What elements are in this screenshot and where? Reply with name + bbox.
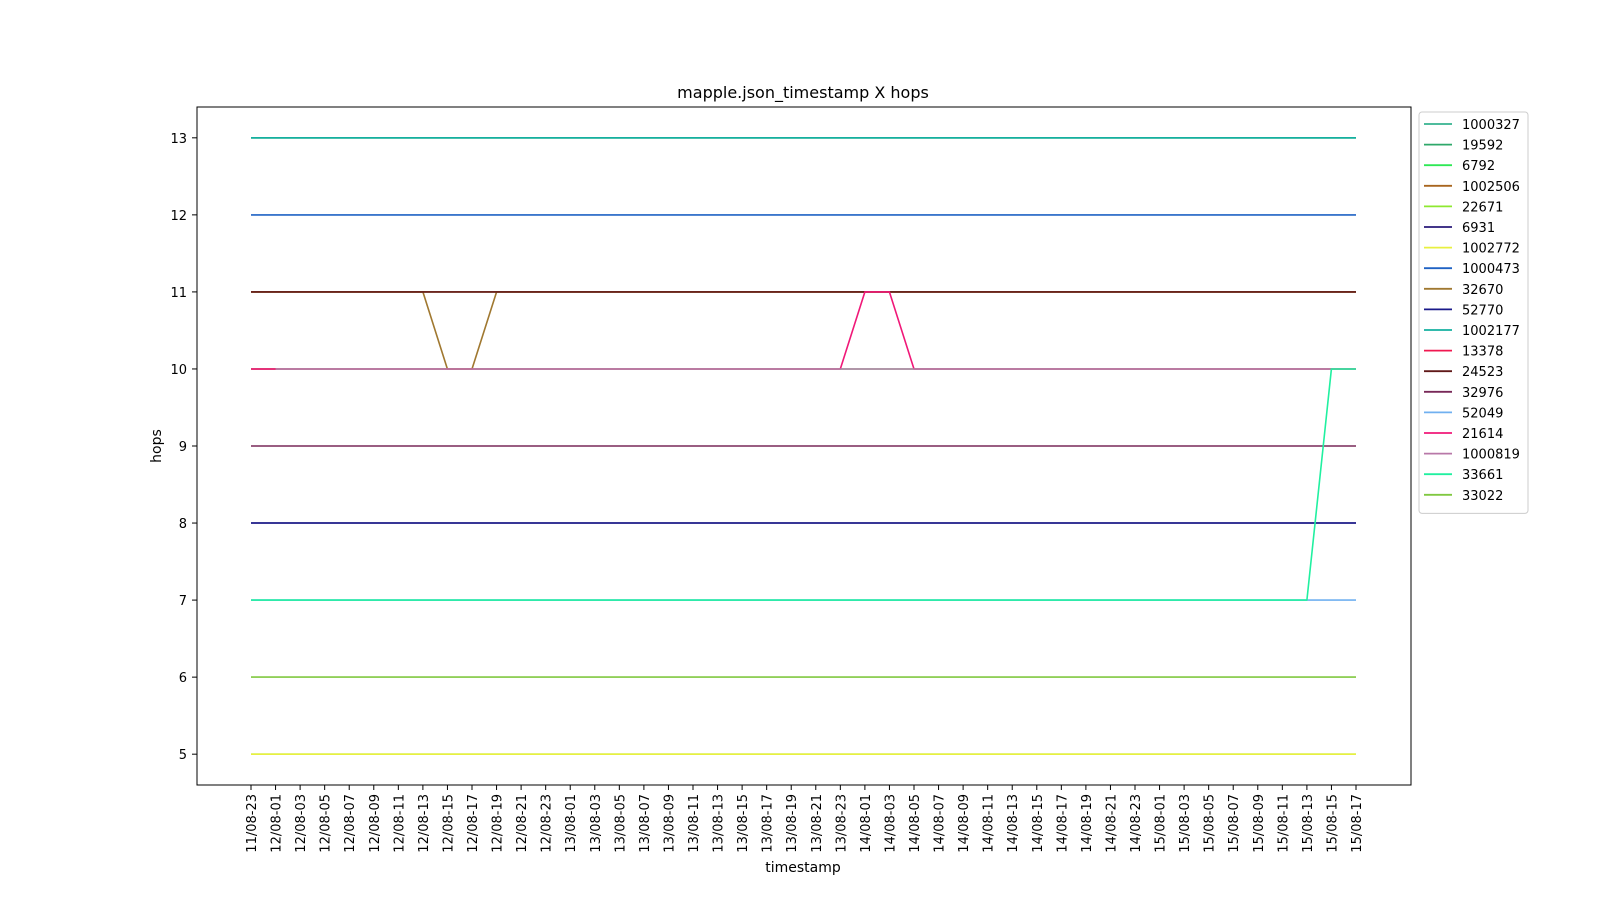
x-tick-label: 12/08-11 <box>392 794 407 853</box>
chart-title: mapple.json_timestamp X hops <box>677 83 929 103</box>
x-tick-label: 14/08-19 <box>1080 794 1095 853</box>
x-axis: 11/08-23 12/08-01 12/08-03 12/08-05 12/08-07… <box>245 785 1365 853</box>
x-tick-label: 15/08-13 <box>1301 794 1316 853</box>
x-tick-label: 14/08-01 <box>859 794 874 853</box>
x-tick-label: 13/08-01 <box>564 794 579 853</box>
y-tick-label: 9 <box>179 440 187 455</box>
legend-label: 1000327 <box>1462 118 1520 133</box>
x-tick-label: 14/08-09 <box>957 794 972 853</box>
x-tick-label: 14/08-03 <box>883 794 898 853</box>
series-line-32670 <box>251 291 1356 370</box>
legend-label: 1000819 <box>1462 448 1520 463</box>
y-tick-label: 11 <box>170 286 187 301</box>
x-tick-label: 15/08-11 <box>1276 794 1291 853</box>
legend-label: 1002772 <box>1462 242 1520 257</box>
x-tick-label: 12/08-23 <box>540 794 555 853</box>
legend-label: 1002506 <box>1462 180 1520 195</box>
x-tick-label: 12/08-05 <box>319 794 334 853</box>
x-tick-label: 13/08-05 <box>613 794 628 853</box>
x-tick-label: 13/08-21 <box>810 794 825 853</box>
legend-label: 32670 <box>1462 283 1503 298</box>
x-tick-label: 15/08-07 <box>1227 794 1242 853</box>
x-tick-label: 12/08-21 <box>515 794 530 853</box>
x-tick-label: 12/08-03 <box>294 794 309 853</box>
x-tick-label: 13/08-15 <box>736 794 751 853</box>
x-tick-label: 15/08-05 <box>1203 794 1218 853</box>
x-tick-label: 15/08-15 <box>1325 794 1340 853</box>
x-tick-label: 15/08-09 <box>1252 794 1267 853</box>
x-tick-label: 12/08-17 <box>466 794 481 853</box>
x-tick-label: 14/08-21 <box>1104 794 1119 853</box>
x-tick-label: 14/08-07 <box>933 794 948 853</box>
x-axis-label: timestamp <box>765 860 841 876</box>
x-tick-label: 15/08-03 <box>1178 794 1193 853</box>
x-tick-label: 13/08-09 <box>662 794 677 853</box>
y-tick-label: 5 <box>179 748 187 763</box>
x-tick-label: 14/08-11 <box>982 794 997 853</box>
legend-label: 24523 <box>1462 365 1503 380</box>
y-tick-label: 13 <box>170 132 187 147</box>
legend-label: 6792 <box>1462 159 1495 174</box>
x-tick-label: 11/08-23 <box>245 794 260 853</box>
series-line-33661 <box>251 368 1356 601</box>
x-tick-label: 14/08-23 <box>1129 794 1144 853</box>
x-tick-label: 14/08-13 <box>1006 794 1021 853</box>
legend-label: 52049 <box>1462 406 1503 421</box>
plot-lines <box>251 137 1356 756</box>
x-tick-label: 12/08-07 <box>343 794 358 853</box>
x-tick-label: 14/08-05 <box>908 794 923 853</box>
x-tick-label: 14/08-17 <box>1055 794 1070 853</box>
y-axis: 5 6 7 8 9 10 11 12 13 <box>170 132 197 763</box>
legend-label: 32976 <box>1462 386 1503 401</box>
legend-label: 13378 <box>1462 345 1503 360</box>
y-tick-label: 12 <box>170 209 187 224</box>
x-tick-label: 13/08-17 <box>761 794 776 853</box>
x-tick-label: 12/08-19 <box>491 794 506 853</box>
x-tick-label: 12/08-09 <box>368 794 383 853</box>
y-axis-label: hops <box>149 429 165 463</box>
legend-label: 1000473 <box>1462 262 1520 277</box>
x-tick-label: 13/08-19 <box>785 794 800 853</box>
x-tick-label: 13/08-11 <box>687 794 702 853</box>
series-line-21614 <box>251 291 1356 370</box>
legend: 1000327 19592 6792 1002506 22671 6931 1002772 1… <box>1418 111 1529 514</box>
legend-label: 1002177 <box>1462 324 1520 339</box>
x-tick-label: 12/08-15 <box>441 794 456 853</box>
x-tick-label: 12/08-01 <box>270 794 285 853</box>
legend-label: 22671 <box>1462 200 1503 215</box>
y-tick-label: 7 <box>179 594 187 609</box>
legend-label: 19592 <box>1462 139 1503 154</box>
legend-label: 33661 <box>1462 468 1503 483</box>
x-tick-label: 15/08-01 <box>1154 794 1169 853</box>
legend-label: 6931 <box>1462 221 1495 236</box>
y-tick-label: 8 <box>179 517 187 532</box>
x-tick-label: 12/08-13 <box>417 794 432 853</box>
y-tick-label: 10 <box>170 363 187 378</box>
legend-label: 21614 <box>1462 427 1503 442</box>
x-tick-label: 13/08-23 <box>834 794 849 853</box>
x-tick-label: 13/08-13 <box>712 794 727 853</box>
x-tick-label: 15/08-17 <box>1350 794 1365 853</box>
x-tick-label: 14/08-15 <box>1031 794 1046 853</box>
x-tick-label: 13/08-07 <box>638 794 653 853</box>
x-tick-label: 13/08-03 <box>589 794 604 853</box>
legend-label: 33022 <box>1462 489 1503 504</box>
legend-label: 52770 <box>1462 303 1503 318</box>
y-tick-label: 6 <box>179 671 187 686</box>
